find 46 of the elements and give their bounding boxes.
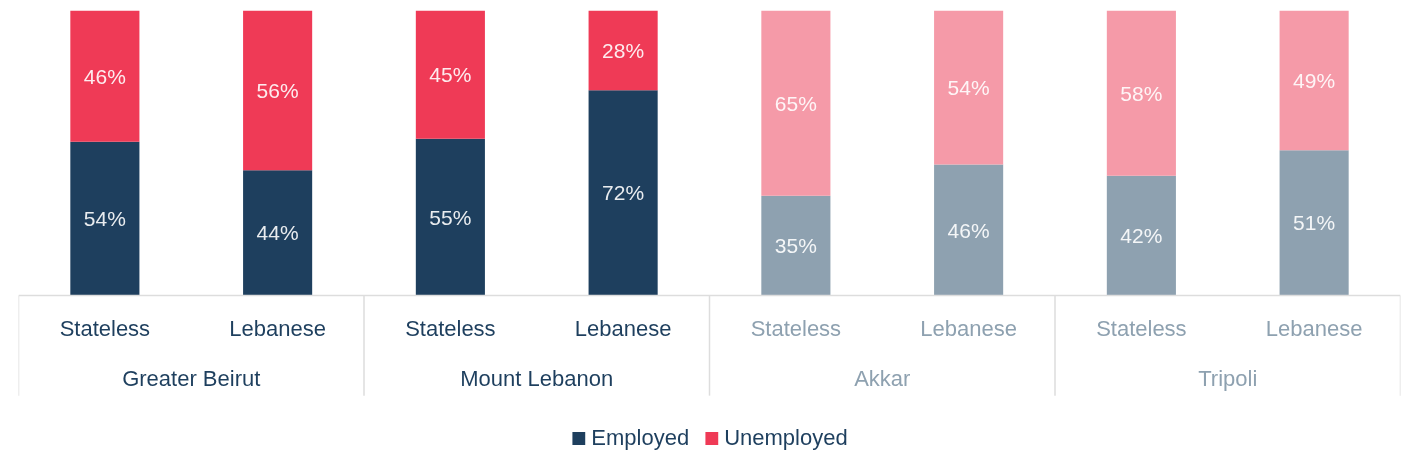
data-label: 49% xyxy=(1293,68,1336,92)
text: Mount Lebanon xyxy=(460,366,614,392)
legend-label: Unemployed xyxy=(724,425,848,451)
bar xyxy=(1106,175,1176,296)
data-label: 46% xyxy=(83,64,126,88)
data-label: 46% xyxy=(947,218,990,242)
data-label: 35% xyxy=(774,234,817,258)
data-label: 65% xyxy=(774,91,817,115)
bar xyxy=(1279,10,1349,151)
text: Akkar xyxy=(854,366,911,392)
bar xyxy=(934,10,1004,165)
data-label: 54% xyxy=(947,75,990,99)
x-tick-label: Stateless xyxy=(405,316,496,342)
x-tick-label: Lebanese xyxy=(574,316,672,342)
x-tick-label: Lebanese xyxy=(920,316,1017,342)
data-label: 51% xyxy=(1293,211,1336,235)
bar xyxy=(761,10,831,196)
bar xyxy=(415,138,485,296)
bar xyxy=(70,141,140,296)
legend-label: Employed xyxy=(591,425,690,451)
bar xyxy=(70,10,140,142)
data-label: 54% xyxy=(83,207,126,231)
data-label: 55% xyxy=(429,205,472,229)
bar xyxy=(588,90,658,296)
x-tick-label: Lebanese xyxy=(229,316,326,342)
data-label: 44% xyxy=(256,221,299,245)
x-tick-label: Stateless xyxy=(59,316,151,342)
data-label: 45% xyxy=(429,63,472,87)
bar xyxy=(1279,150,1349,296)
x-tick-label: Lebanese xyxy=(1265,316,1363,342)
bar xyxy=(761,195,831,296)
bar xyxy=(243,170,313,296)
text: Greater Beirut xyxy=(122,366,261,392)
x-tick-label: Stateless xyxy=(1096,316,1187,342)
data-label: 56% xyxy=(256,78,299,102)
text: Tripoli xyxy=(1198,366,1258,392)
bar xyxy=(415,10,485,139)
bar xyxy=(243,10,313,171)
data-label: 58% xyxy=(1120,81,1163,105)
x-tick-label: Stateless xyxy=(750,316,842,342)
bar xyxy=(934,164,1004,296)
data-label: 28% xyxy=(602,38,645,62)
data-label: 42% xyxy=(1120,224,1163,248)
bar xyxy=(1106,10,1176,176)
bar xyxy=(588,10,658,91)
data-label: 72% xyxy=(602,181,645,205)
